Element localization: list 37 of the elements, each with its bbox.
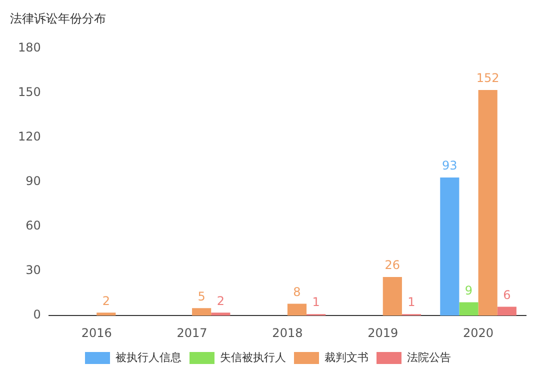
data-label: 1 [408, 295, 416, 310]
bar [382, 277, 402, 316]
bar [478, 90, 498, 316]
data-label: 26 [384, 258, 400, 272]
data-label: 1 [312, 295, 320, 310]
data-label: 93 [442, 158, 458, 173]
x-tick-label: 2017 [176, 326, 208, 340]
y-tick-label: 0 [33, 308, 41, 322]
y-tick-label: 90 [26, 174, 41, 188]
bar [459, 302, 478, 316]
data-label: 5 [198, 289, 206, 304]
x-tick-label: 2019 [368, 326, 398, 340]
data-label: 6 [503, 288, 511, 302]
bar [440, 178, 460, 316]
bar [287, 304, 307, 316]
legend-label: 裁判文书 [324, 350, 368, 364]
data-label: 9 [464, 283, 473, 298]
y-tick-label: 120 [18, 130, 41, 144]
y-tick-label: 30 [26, 263, 41, 278]
bar [497, 306, 516, 316]
x-tick-label: 2018 [272, 326, 303, 340]
legend-label: 法院公告 [407, 350, 451, 364]
legend-label: 被执行人信息 [116, 350, 182, 364]
data-label: 152 [476, 71, 500, 86]
y-tick-label: 60 [26, 218, 41, 233]
chart-title: 法律诉讼年份分布 [10, 11, 106, 26]
data-label: 2 [102, 294, 110, 308]
bar [192, 308, 212, 316]
y-tick-label: 180 [18, 40, 41, 55]
legend-label: 失信被执行人 [220, 350, 286, 364]
bar [96, 312, 116, 316]
bar [211, 312, 230, 316]
x-tick-label: 2016 [81, 326, 112, 340]
data-label: 2 [216, 294, 224, 308]
x-tick-label: 2020 [463, 326, 494, 340]
data-label: 8 [293, 284, 301, 299]
y-tick-label: 150 [18, 85, 41, 100]
